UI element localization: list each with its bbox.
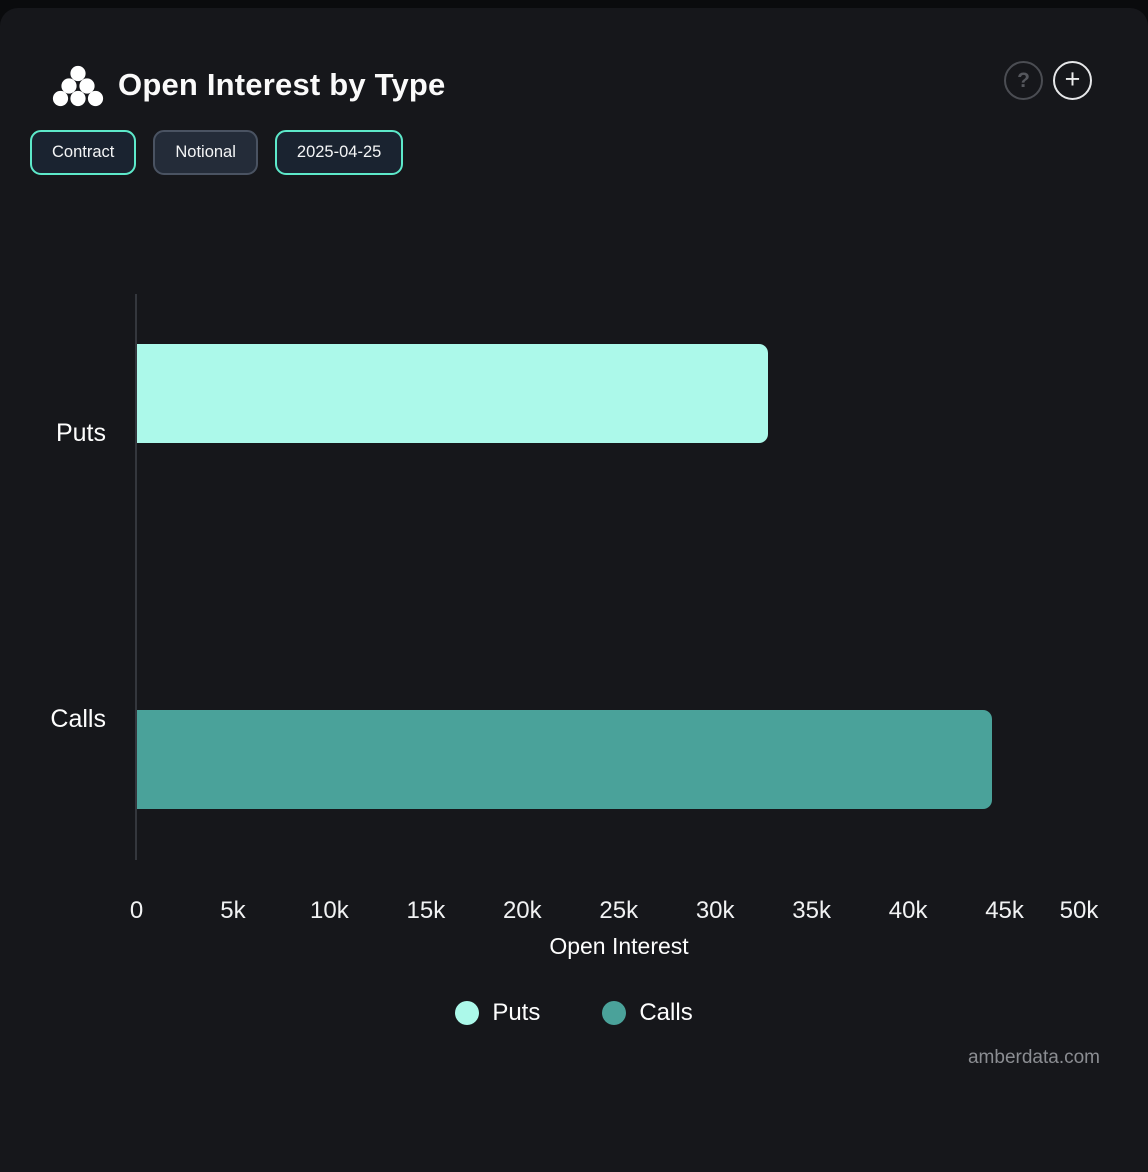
y-axis-label-calls: Calls <box>50 705 106 733</box>
watermark: amberdata.com <box>967 1047 1100 1068</box>
x-axis-tick: 45k <box>985 897 1024 924</box>
page-title: Open Interest by Type <box>118 67 446 102</box>
x-axis-tick: 0 <box>129 897 144 924</box>
amberdata-logo-icon <box>52 65 104 107</box>
chart-panel: Open Interest by Type ? + Contract Notio… <box>0 8 1148 1172</box>
open-interest-chart: Puts Calls 0 5k 10k 15k 20k 25k 30k 35k 40k 45k 50… <box>0 8 1148 1172</box>
legend-item-calls[interactable]: Calls <box>602 999 693 1027</box>
x-axis-tick: 40k <box>888 897 928 924</box>
x-axis-tick: 30k <box>695 897 735 924</box>
x-axis-title: Open Interest <box>549 933 689 959</box>
x-axis-tick: 5k <box>220 897 246 924</box>
x-axis-tick: 50k <box>1059 897 1099 924</box>
legend-dot-puts-icon <box>455 1001 480 1025</box>
y-axis-label-puts: Puts <box>55 419 106 447</box>
chart-legend: Puts Calls <box>0 999 1148 1027</box>
toggle-contract-button[interactable]: Contract <box>30 130 137 175</box>
x-axis-tick: 20k <box>502 897 542 924</box>
legend-item-puts[interactable]: Puts <box>455 999 540 1027</box>
x-axis-ticks: 0 5k 10k 15k 20k 25k 30k 35k 40k 45k 50k <box>0 896 1148 926</box>
legend-dot-calls-icon <box>602 1001 627 1025</box>
legend-label-puts: Puts <box>492 999 541 1026</box>
x-axis-tick: 10k <box>310 897 349 924</box>
toggle-notional-button[interactable]: Notional <box>153 130 258 175</box>
toolbar: Contract Notional 2025-04-25 <box>30 130 404 175</box>
help-button[interactable]: ? <box>1004 61 1043 100</box>
bar-calls[interactable] <box>137 710 992 809</box>
add-button[interactable]: + <box>1053 61 1092 100</box>
y-axis-line <box>135 294 137 860</box>
plus-icon: + <box>1064 63 1081 94</box>
x-axis-tick: 25k <box>599 897 639 924</box>
x-axis-tick: 35k <box>792 897 831 924</box>
x-axis-tick: 15k <box>406 897 446 924</box>
bar-puts[interactable] <box>137 344 768 443</box>
legend-label-calls: Calls <box>639 999 693 1026</box>
question-mark-icon: ? <box>1017 68 1030 92</box>
date-picker-button[interactable]: 2025-04-25 <box>274 130 404 175</box>
